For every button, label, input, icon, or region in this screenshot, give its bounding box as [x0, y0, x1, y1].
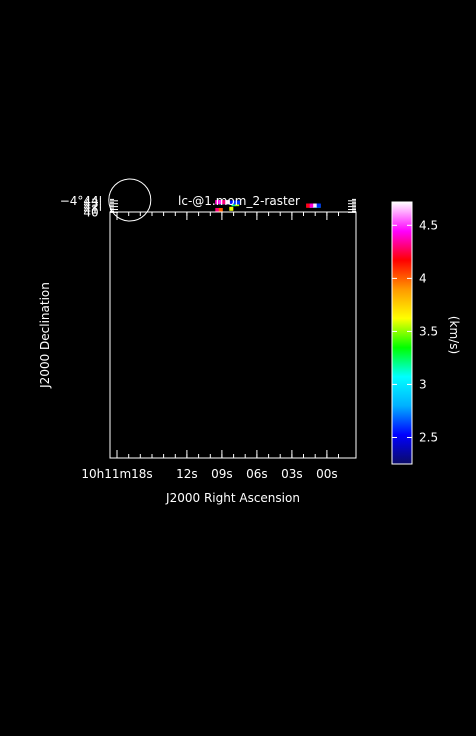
chart-title: lc-@1.mom_2-raster	[178, 194, 300, 208]
colorbar-ticks	[392, 224, 412, 438]
colorbar-tick-label: 2.5	[419, 431, 438, 445]
colorbar-tick-label: 4.5	[419, 218, 438, 232]
y-axis-tick-labels: 40'41'42'43'−4°44'	[60, 194, 102, 220]
colorbar-label: (km/s)	[447, 316, 461, 354]
colorbar-tick-label: 3	[419, 377, 427, 391]
colorbar	[391, 201, 413, 465]
beam-ellipse	[108, 178, 152, 222]
heatmap-cell	[306, 203, 311, 208]
x-tick-label: 09s	[211, 467, 233, 481]
heatmap-cell	[215, 208, 220, 212]
plot-frame	[109, 211, 357, 459]
y-tick-label: 43'	[83, 197, 102, 211]
x-axis-label: J2000 Right Ascension	[165, 491, 300, 505]
y-tick-label: 41'	[83, 203, 102, 217]
x-tick-label: 12s	[176, 467, 198, 481]
y-tick-label: 40'	[83, 205, 102, 219]
heatmap-cell	[215, 200, 220, 205]
x-axis-ticks	[116, 212, 339, 458]
heatmap-cell	[232, 200, 237, 205]
x-tick-label: 06s	[246, 467, 268, 481]
heatmap-cell	[229, 206, 234, 211]
colorbar-tick-label: 4	[419, 271, 427, 285]
heatmap-cell	[218, 200, 223, 205]
x-axis-tick-labels: 10h11m18s 12s 09s 06s 03s 00s	[81, 467, 337, 481]
y-tick-label: 42'	[83, 200, 102, 214]
x-tick-label: 03s	[281, 467, 303, 481]
colorbar-tick-label: 3.5	[419, 324, 438, 338]
x-tick-label: 00s	[316, 467, 338, 481]
colorbar-tick-labels: 2.5 3 3.5 4 4.5	[419, 218, 438, 444]
heatmap-cell	[313, 203, 318, 208]
heatmap-cell	[218, 208, 223, 212]
heatmap-cell	[229, 200, 234, 205]
heatmap-cell	[236, 200, 241, 205]
heatmap-cell	[316, 203, 321, 208]
heatmap-cell	[222, 200, 227, 205]
x-tick-label: 10h11m18s	[81, 467, 152, 481]
heatmap-cell	[309, 203, 314, 208]
heatmap-cell	[225, 200, 230, 205]
heatmap-pixels	[215, 200, 321, 212]
y-axis-label: J2000 Declination	[38, 282, 52, 389]
y-tick-label: −4°44'	[60, 194, 102, 208]
